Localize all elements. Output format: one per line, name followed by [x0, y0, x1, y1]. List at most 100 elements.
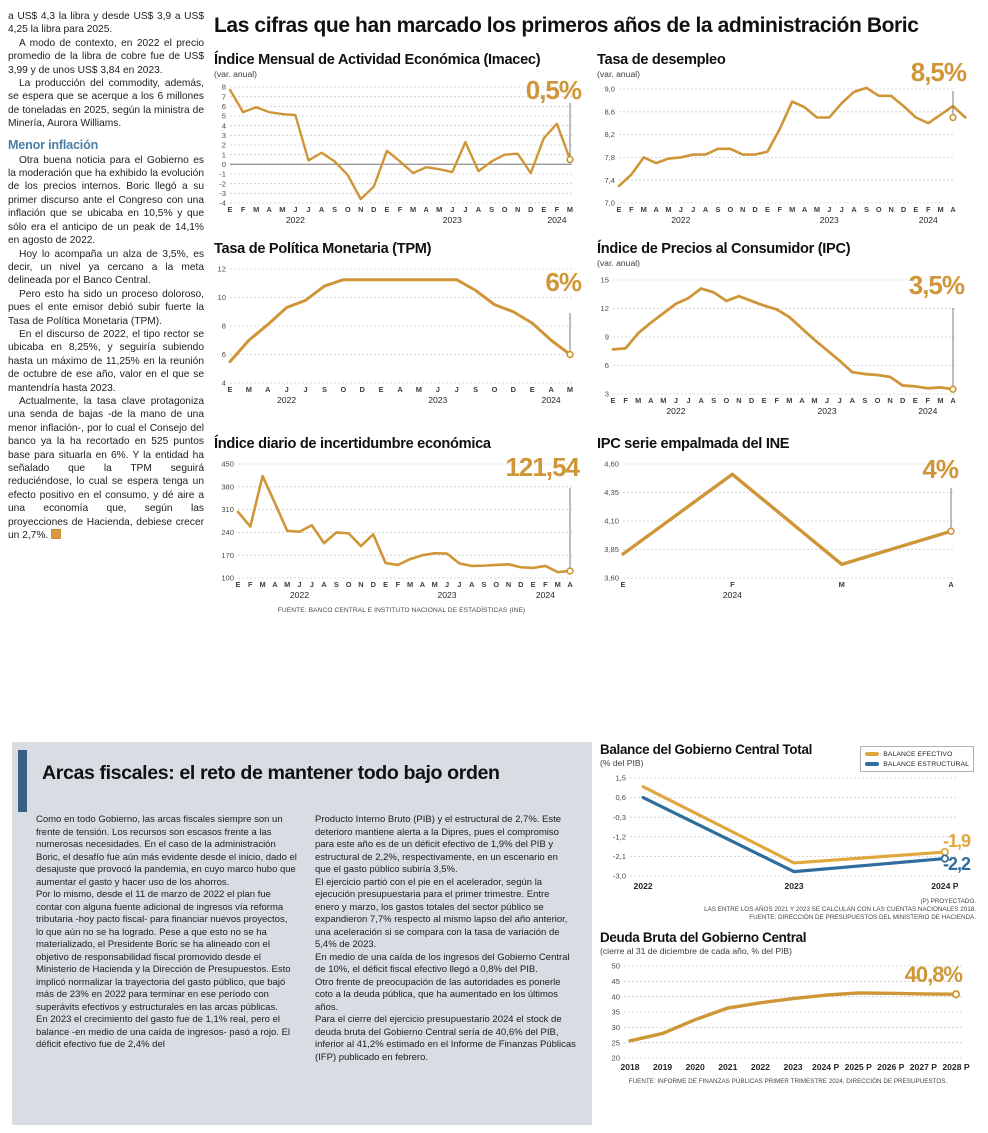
svg-text:J: J — [679, 205, 683, 214]
svg-text:E: E — [611, 396, 616, 405]
fiscal-paragraph: Producto Interno Bruto (PIB) y el estruc… — [315, 814, 562, 875]
svg-text:2022: 2022 — [751, 1062, 770, 1072]
svg-text:M: M — [635, 396, 641, 405]
svg-text:2023: 2023 — [818, 406, 837, 416]
fiscal-charts-block: Balance del Gobierno Central Total (% de… — [600, 742, 976, 1125]
svg-text:3: 3 — [605, 390, 609, 399]
svg-text:D: D — [360, 385, 366, 394]
svg-text:F: F — [774, 396, 779, 405]
svg-text:2023: 2023 — [437, 590, 456, 600]
svg-text:J: J — [838, 396, 842, 405]
chart-source: FUENTE: INFORME DE FINANZAS PÚBLICAS PRI… — [628, 1078, 948, 1085]
svg-text:M: M — [786, 396, 792, 405]
svg-text:A: A — [703, 205, 709, 214]
svg-text:M: M — [436, 205, 442, 214]
svg-text:12: 12 — [218, 265, 226, 274]
svg-text:F: F — [629, 205, 634, 214]
svg-text:J: J — [457, 580, 461, 589]
svg-text:45: 45 — [612, 977, 620, 986]
svg-text:3,60: 3,60 — [604, 574, 619, 583]
svg-text:2024: 2024 — [542, 395, 561, 405]
svg-text:F: F — [396, 580, 401, 589]
svg-text:M: M — [814, 205, 820, 214]
svg-text:A: A — [698, 396, 704, 405]
svg-text:A: A — [397, 385, 403, 394]
fiscal-paragraph: Otro frente de preocupación de las autor… — [315, 976, 561, 1013]
svg-text:F: F — [543, 580, 548, 589]
svg-text:2023: 2023 — [783, 1062, 802, 1072]
article-paragraph: Pero esto ha sido un proceso doloroso, p… — [8, 288, 204, 327]
svg-text:J: J — [674, 396, 678, 405]
svg-text:7: 7 — [222, 92, 226, 101]
chart-title: Deuda Bruta del Gobierno Central — [600, 930, 807, 945]
svg-text:E: E — [531, 580, 536, 589]
svg-text:M: M — [253, 205, 259, 214]
svg-text:M: M — [660, 396, 666, 405]
svg-text:2022: 2022 — [277, 395, 296, 405]
svg-text:30: 30 — [612, 1023, 620, 1032]
svg-text:A: A — [272, 580, 278, 589]
svg-text:S: S — [489, 205, 494, 214]
fiscal-article-columns: Como en todo Gobierno, las arcas fiscale… — [36, 814, 576, 1064]
chart-source: FUENTE: BANCO CENTRAL E INSTITUTO NACION… — [277, 607, 526, 614]
svg-text:O: O — [345, 205, 351, 214]
chart-title: Índice de Precios al Consumidor (IPC) — [597, 241, 851, 257]
fiscal-paragraph: Por lo mismo, desde el 11 de marzo de 20… — [36, 889, 291, 1013]
svg-text:E: E — [228, 385, 233, 394]
svg-text:E: E — [384, 205, 389, 214]
svg-text:4,10: 4,10 — [604, 517, 619, 526]
svg-text:N: N — [358, 580, 363, 589]
svg-text:A: A — [851, 205, 857, 214]
chart-callout-value: 121,54 — [505, 452, 580, 482]
svg-text:A: A — [948, 580, 954, 589]
svg-text:E: E — [383, 580, 388, 589]
svg-text:F: F — [926, 396, 931, 405]
svg-text:E: E — [228, 205, 233, 214]
svg-text:2022: 2022 — [290, 590, 309, 600]
chart-endpoint-label: -2,2 — [942, 853, 971, 874]
svg-text:2020: 2020 — [686, 1062, 705, 1072]
svg-text:A: A — [469, 580, 475, 589]
svg-text:J: J — [686, 396, 690, 405]
svg-text:A: A — [319, 205, 325, 214]
svg-text:4,60: 4,60 — [604, 460, 619, 469]
chart-plot-ipc-empalmada: 4,60 4,35 4,10 3,85 3,60 E F M A 2024 4% — [597, 454, 972, 606]
svg-text:A: A — [420, 580, 426, 589]
svg-text:J: J — [450, 205, 454, 214]
svg-text:4,35: 4,35 — [604, 488, 619, 497]
chart-legend: BALANCE EFECTIVO BALANCE ESTRUCTURAL — [860, 746, 974, 772]
svg-text:J: J — [436, 385, 440, 394]
fiscal-paragraph: Para el cierre del ejercicio presupuesta… — [315, 1014, 576, 1063]
chart-subtitle: (% del PIB) — [600, 758, 644, 768]
svg-text:F: F — [778, 205, 783, 214]
chart-plot-deuda: 50 45 40 35 30 25 20 2018 2019 2020 2021 2022 2023 20… — [600, 958, 976, 1078]
svg-text:M: M — [811, 396, 817, 405]
chart-plot-imacec: 8 7 6 5 4 3 2 1 0 -1 -2 -3 -4 E F M A M J J A S O N D E F M A M J J A S O N… — [214, 77, 589, 229]
svg-text:J: J — [297, 580, 301, 589]
svg-text:J: J — [691, 205, 695, 214]
svg-text:M: M — [567, 385, 573, 394]
legend-item-efectivo: BALANCE EFECTIVO — [865, 749, 969, 759]
svg-text:O: O — [340, 385, 346, 394]
svg-text:N: N — [358, 205, 363, 214]
fiscal-paragraph: Como en todo Gobierno, las arcas fiscale… — [36, 814, 297, 888]
svg-text:J: J — [310, 580, 314, 589]
article-paragraph: En el discurso de 2022, el tipo rector s… — [8, 328, 204, 394]
svg-text:E: E — [236, 580, 241, 589]
svg-text:9: 9 — [605, 333, 609, 342]
svg-text:M: M — [567, 205, 573, 214]
article-paragraph-final: Actualmente, la tasa clave protagoniza u… — [8, 395, 204, 542]
svg-text:F: F — [623, 396, 628, 405]
svg-text:J: J — [827, 205, 831, 214]
svg-text:E: E — [913, 205, 918, 214]
fiscal-column-1: Como en todo Gobierno, las arcas fiscale… — [36, 814, 297, 1064]
svg-text:-2: -2 — [219, 179, 226, 188]
svg-text:S: S — [334, 580, 339, 589]
svg-text:2024 P: 2024 P — [812, 1062, 840, 1072]
legend-swatch-efectivo — [865, 752, 880, 756]
svg-text:J: J — [840, 205, 844, 214]
svg-text:8: 8 — [222, 83, 226, 92]
article-paragraph: La producción del commodity, además, se … — [8, 78, 204, 130]
svg-text:S: S — [473, 385, 478, 394]
svg-text:6: 6 — [605, 361, 609, 370]
